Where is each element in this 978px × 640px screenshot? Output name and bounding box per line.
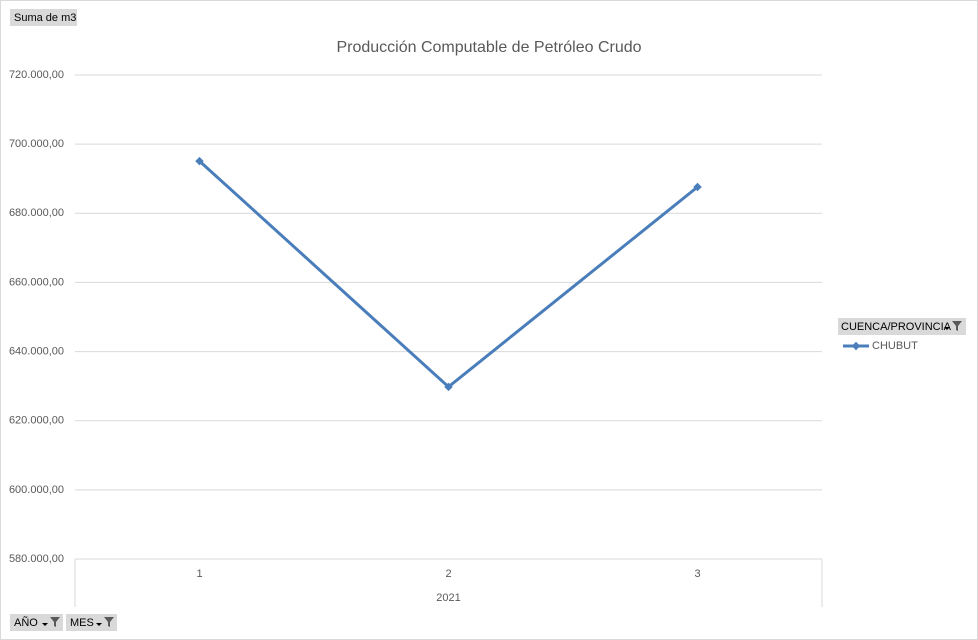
point-marker <box>444 382 453 392</box>
chart-title: Producción Computable de Petróleo Crudo <box>336 39 641 56</box>
legend-field-label: CUENCA/PROVINCIA <box>841 321 952 333</box>
dropdown-arrow <box>96 623 102 626</box>
point-marker <box>195 156 204 166</box>
y-tick-label: 700.000,00 <box>9 138 64 150</box>
filter-field-label: AÑO <box>14 616 38 629</box>
x-tick-label: 2 <box>445 568 451 580</box>
dropdown-arrow <box>944 327 950 330</box>
filter-field-button[interactable] <box>66 614 117 631</box>
y-tick-label: 620.000,00 <box>9 415 64 427</box>
filter-field-label: MES <box>70 617 94 629</box>
filter-icon <box>50 617 60 627</box>
filter-icon <box>104 617 114 627</box>
filter-icon <box>952 321 962 331</box>
x-tick-label: 3 <box>694 568 700 580</box>
legend-label: CHUBUT <box>872 340 918 352</box>
value-field-button[interactable] <box>10 9 77 26</box>
y-tick-label: 640.000,00 <box>9 345 64 357</box>
y-tick-label: 600.000,00 <box>9 484 64 496</box>
x-group-label: 2021 <box>436 592 460 604</box>
filter-field-button[interactable] <box>10 614 63 631</box>
dropdown-arrow <box>42 623 48 626</box>
value-field-label: Suma de m3 <box>14 12 76 24</box>
legend-field-button[interactable] <box>838 318 966 335</box>
x-tick-label: 1 <box>196 568 202 580</box>
y-tick-label: 680.000,00 <box>9 207 64 219</box>
y-tick-label: 720.000,00 <box>9 69 64 81</box>
y-tick-label: 580.000,00 <box>9 553 64 565</box>
y-tick-label: 660.000,00 <box>9 276 64 288</box>
legend-marker <box>851 341 861 351</box>
